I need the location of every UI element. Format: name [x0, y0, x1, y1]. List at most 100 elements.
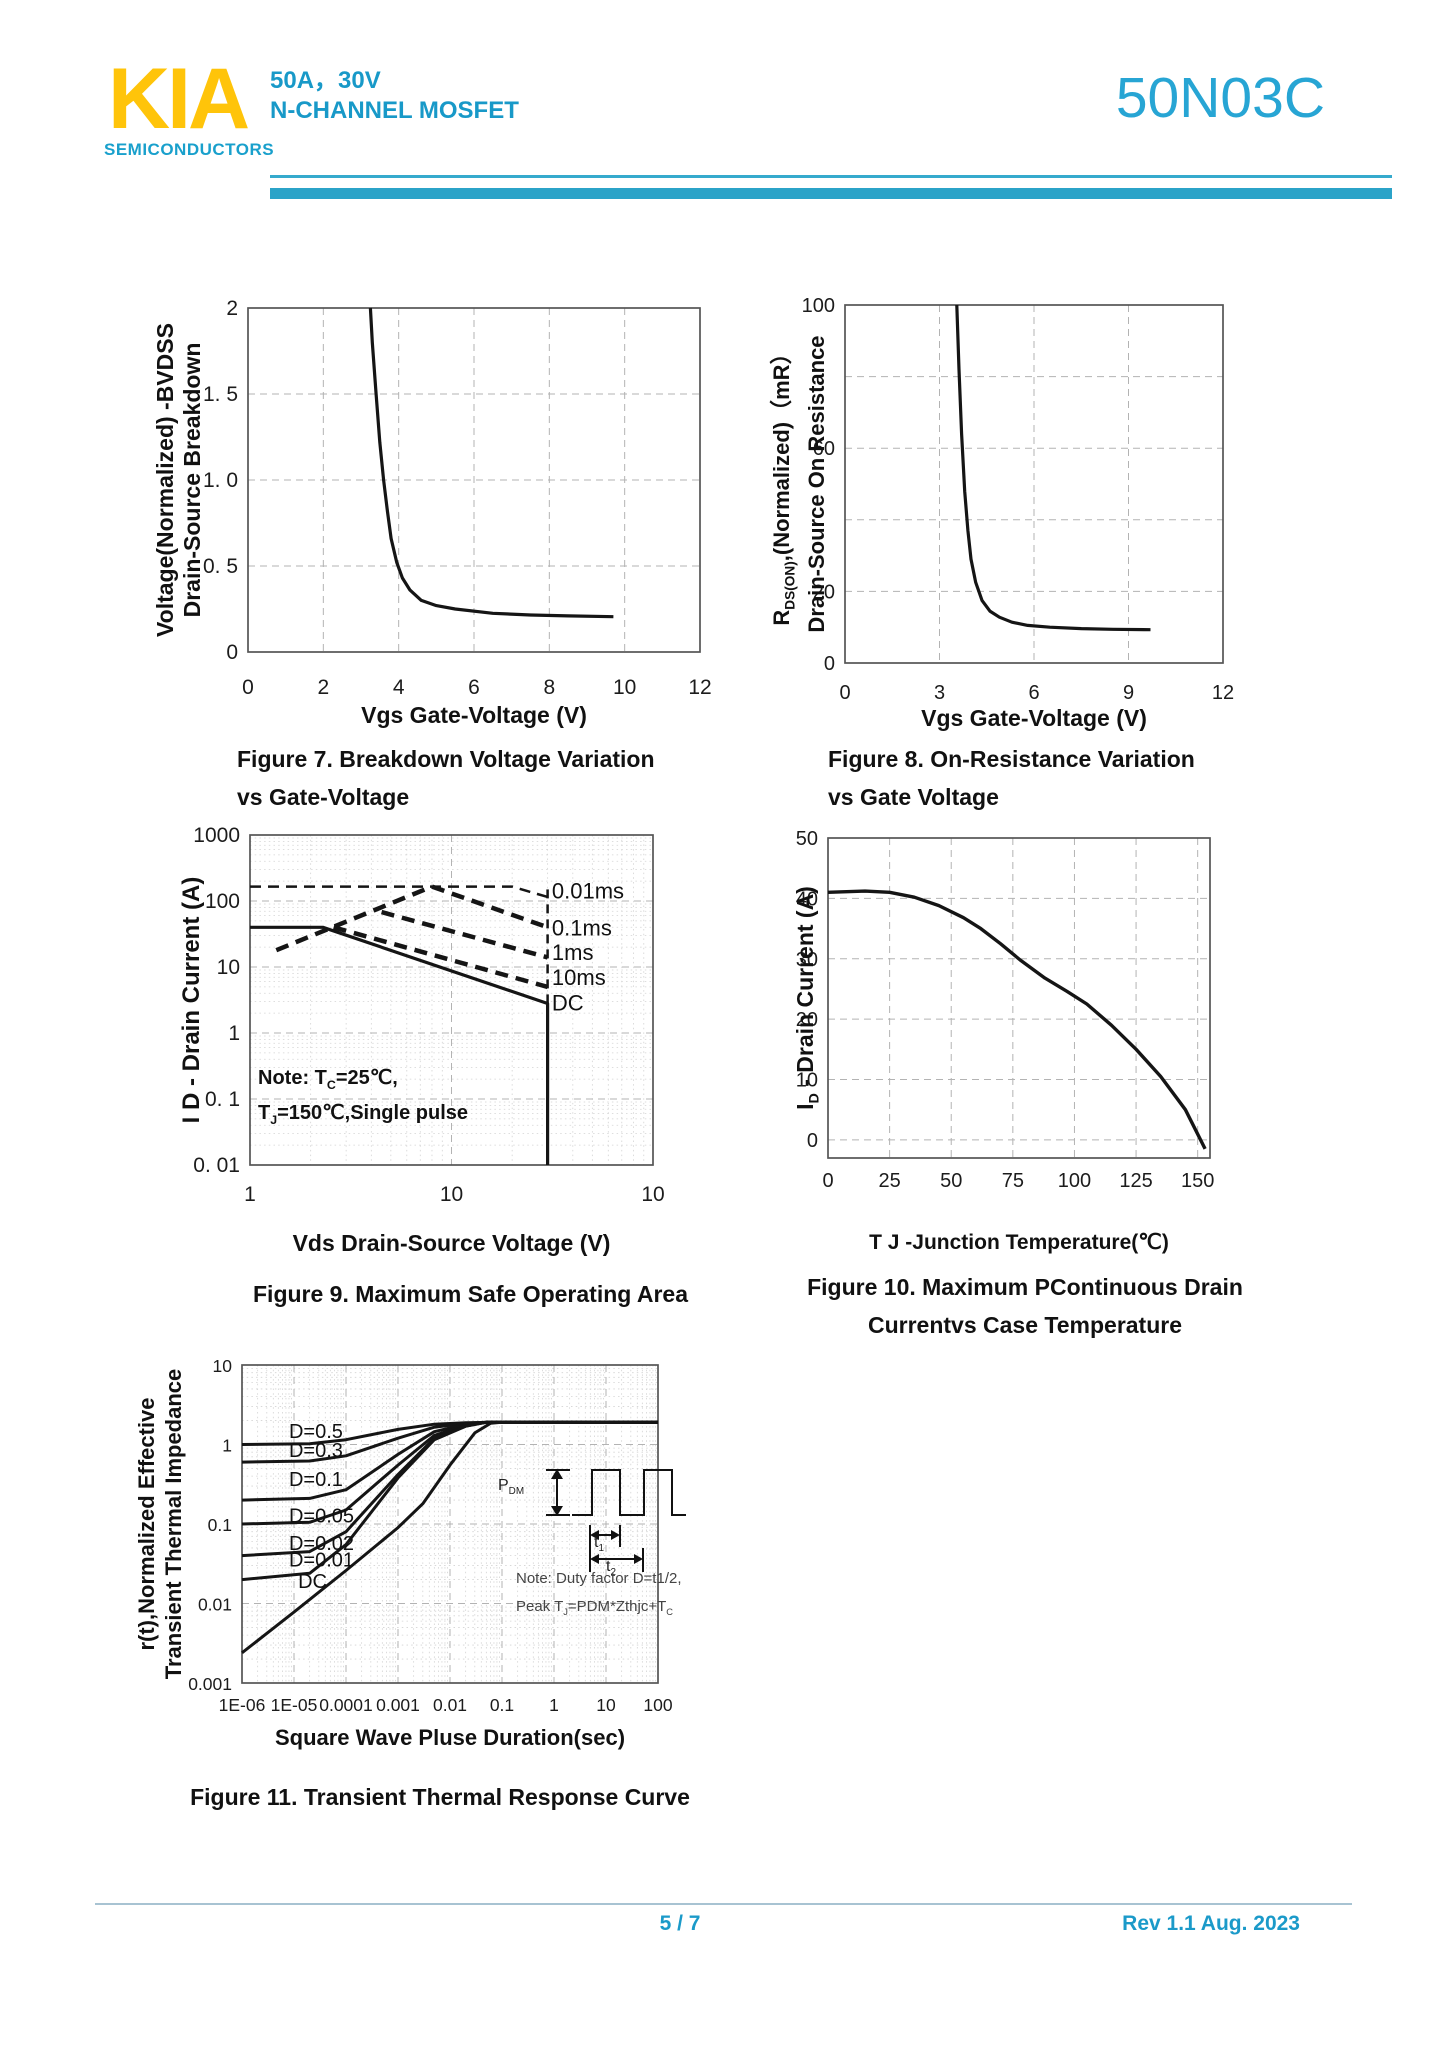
logo-subtitle: SEMICONDUCTORS	[104, 140, 275, 159]
revision-label: Rev 1.1 Aug. 2023	[1122, 1912, 1300, 1935]
figure7-y-axis-title: Voltage(Normalized) -BVDSS Drain-Source …	[152, 323, 205, 637]
svg-text:1ms: 1ms	[552, 940, 594, 965]
footer-rule	[95, 1903, 1352, 1905]
svg-text:1: 1	[222, 1436, 232, 1456]
svg-text:D=0.01: D=0.01	[289, 1550, 354, 1572]
svg-text:D=0.02: D=0.02	[289, 1533, 354, 1555]
svg-text:0: 0	[242, 676, 254, 699]
svg-text:25: 25	[878, 1170, 900, 1192]
svg-text:0. 1: 0. 1	[205, 1088, 240, 1111]
svg-text:DC: DC	[552, 990, 584, 1015]
part-number: 50N03C	[1115, 66, 1325, 130]
svg-text:0: 0	[807, 1130, 818, 1152]
svg-text:1. 0: 1. 0	[203, 469, 238, 492]
svg-text:0: 0	[822, 1170, 833, 1192]
svg-text:10: 10	[440, 1183, 463, 1206]
svg-text:0: 0	[226, 641, 238, 664]
t2-label: t2	[606, 1558, 616, 1579]
svg-text:0. 01: 0. 01	[193, 1154, 240, 1177]
svg-text:10ms: 10ms	[552, 965, 606, 990]
figure10-y-axis-title: ID - Drain Current (A)	[792, 886, 823, 1110]
figure8-x-axis-title: Vgs Gate-Voltage (V)	[921, 705, 1147, 731]
svg-text:D=0.5: D=0.5	[289, 1421, 343, 1443]
svg-text:4: 4	[393, 676, 405, 699]
svg-text:0.01ms: 0.01ms	[552, 878, 624, 903]
svg-text:60: 60	[813, 438, 835, 460]
figure7-caption: Figure 7. Breakdown Voltage Variation vs…	[237, 746, 655, 810]
arrow-right-icon	[611, 1530, 620, 1540]
arrow-left-icon	[590, 1554, 599, 1564]
svg-text:0.01: 0.01	[198, 1595, 232, 1615]
svg-text:0.1: 0.1	[490, 1695, 514, 1715]
arrow-left-icon	[590, 1530, 599, 1540]
svg-text:6: 6	[1028, 682, 1039, 704]
spec-device-type: N-CHANNEL MOSFET	[270, 97, 519, 124]
square-wave	[572, 1469, 686, 1516]
svg-text:9: 9	[1123, 682, 1134, 704]
svg-text:D=0.1: D=0.1	[289, 1469, 343, 1491]
figure9-note-line2: TJ=150℃,Single pulse	[258, 1102, 468, 1127]
pdm-label: PDM	[498, 1477, 525, 1498]
svg-text:150: 150	[1181, 1170, 1214, 1192]
figure9-note-line1: Note: TC=25℃,	[258, 1067, 398, 1092]
svg-text:2: 2	[317, 676, 329, 699]
figure8-y-axis-title: RDS(ON),(Normalized)（mR） Drain-Source On…	[769, 335, 830, 633]
svg-text:1. 5: 1. 5	[203, 383, 238, 406]
svg-text:8: 8	[543, 676, 555, 699]
figure9-x-axis-title: Vds Drain-Source Voltage (V)	[292, 1230, 611, 1256]
svg-text:1: 1	[549, 1695, 559, 1715]
svg-text:12: 12	[688, 676, 711, 699]
svg-text:0: 0	[839, 682, 850, 704]
svg-text:DC: DC	[298, 1571, 327, 1593]
svg-text:0.001: 0.001	[376, 1695, 420, 1715]
svg-text:30: 30	[796, 949, 818, 971]
header-rule-thick	[270, 188, 1392, 199]
svg-text:50: 50	[796, 828, 818, 850]
figure11-note-line1: Note: Duty factor D=t1/2,	[516, 1570, 682, 1587]
kia-logo: KIA	[108, 51, 250, 147]
svg-text:40: 40	[796, 888, 818, 910]
svg-text:100: 100	[802, 295, 835, 317]
svg-text:20: 20	[813, 581, 835, 603]
svg-text:0. 5: 0. 5	[203, 555, 238, 578]
figure7-chart: 0 2 4 6 8 10 12 2 1. 5 1. 0 0. 5 0	[203, 297, 712, 699]
figure9-caption: Figure 9. Maximum Safe Operating Area	[253, 1281, 688, 1307]
svg-text:0.0001: 0.0001	[319, 1695, 373, 1715]
svg-text:6: 6	[468, 676, 480, 699]
svg-text:2: 2	[226, 297, 238, 320]
figure9-y-axis-title: I D - Drain Current (A)	[178, 876, 205, 1124]
svg-text:10: 10	[641, 1183, 664, 1206]
svg-text:1: 1	[244, 1183, 256, 1206]
t1-label: t1	[594, 1534, 604, 1555]
header-rule-thin	[270, 175, 1392, 178]
arrow-up-icon	[551, 1469, 563, 1479]
svg-text:10: 10	[213, 1356, 233, 1376]
figure11-x-axis-title: Square Wave Pluse Duration(sec)	[274, 1725, 626, 1750]
svg-text:1000: 1000	[193, 824, 240, 847]
svg-text:10: 10	[217, 956, 240, 979]
figure9-chart: 1 10 10 1000 100 10 1 0. 1 0. 01 0.01ms 0.1ms1ms10…	[193, 824, 664, 1206]
svg-text:12: 12	[1212, 682, 1234, 704]
svg-text:1E-05: 1E-05	[271, 1695, 318, 1715]
figure11-chart: 1E-06 1E-05 0.0001 0.001 0.01 0.1 1 10 1001010.1…	[188, 1356, 686, 1715]
svg-text:3: 3	[934, 682, 945, 704]
svg-text:1: 1	[228, 1022, 240, 1045]
spec-current-voltage: 50A，30V	[270, 67, 381, 94]
page-number: 5 / 7	[659, 1912, 701, 1935]
svg-text:100: 100	[205, 890, 240, 913]
arrow-down-icon	[551, 1506, 563, 1516]
svg-text:100: 100	[1058, 1170, 1091, 1192]
svg-text:10: 10	[796, 1070, 818, 1092]
svg-text:0.001: 0.001	[188, 1674, 232, 1694]
svg-text:D=0.05: D=0.05	[289, 1505, 354, 1527]
svg-text:1E-06: 1E-06	[219, 1695, 266, 1715]
svg-text:D=0.3: D=0.3	[289, 1440, 343, 1462]
figure11-y-axis-title: r(t),Normalized Effective Transient Ther…	[134, 1368, 186, 1680]
svg-text:100: 100	[643, 1695, 672, 1715]
svg-text:20: 20	[796, 1009, 818, 1031]
figure8-caption: Figure 8. On-Resistance Variation vs Gat…	[828, 746, 1195, 810]
svg-text:0.1: 0.1	[208, 1515, 232, 1535]
svg-text:0.01: 0.01	[433, 1695, 467, 1715]
